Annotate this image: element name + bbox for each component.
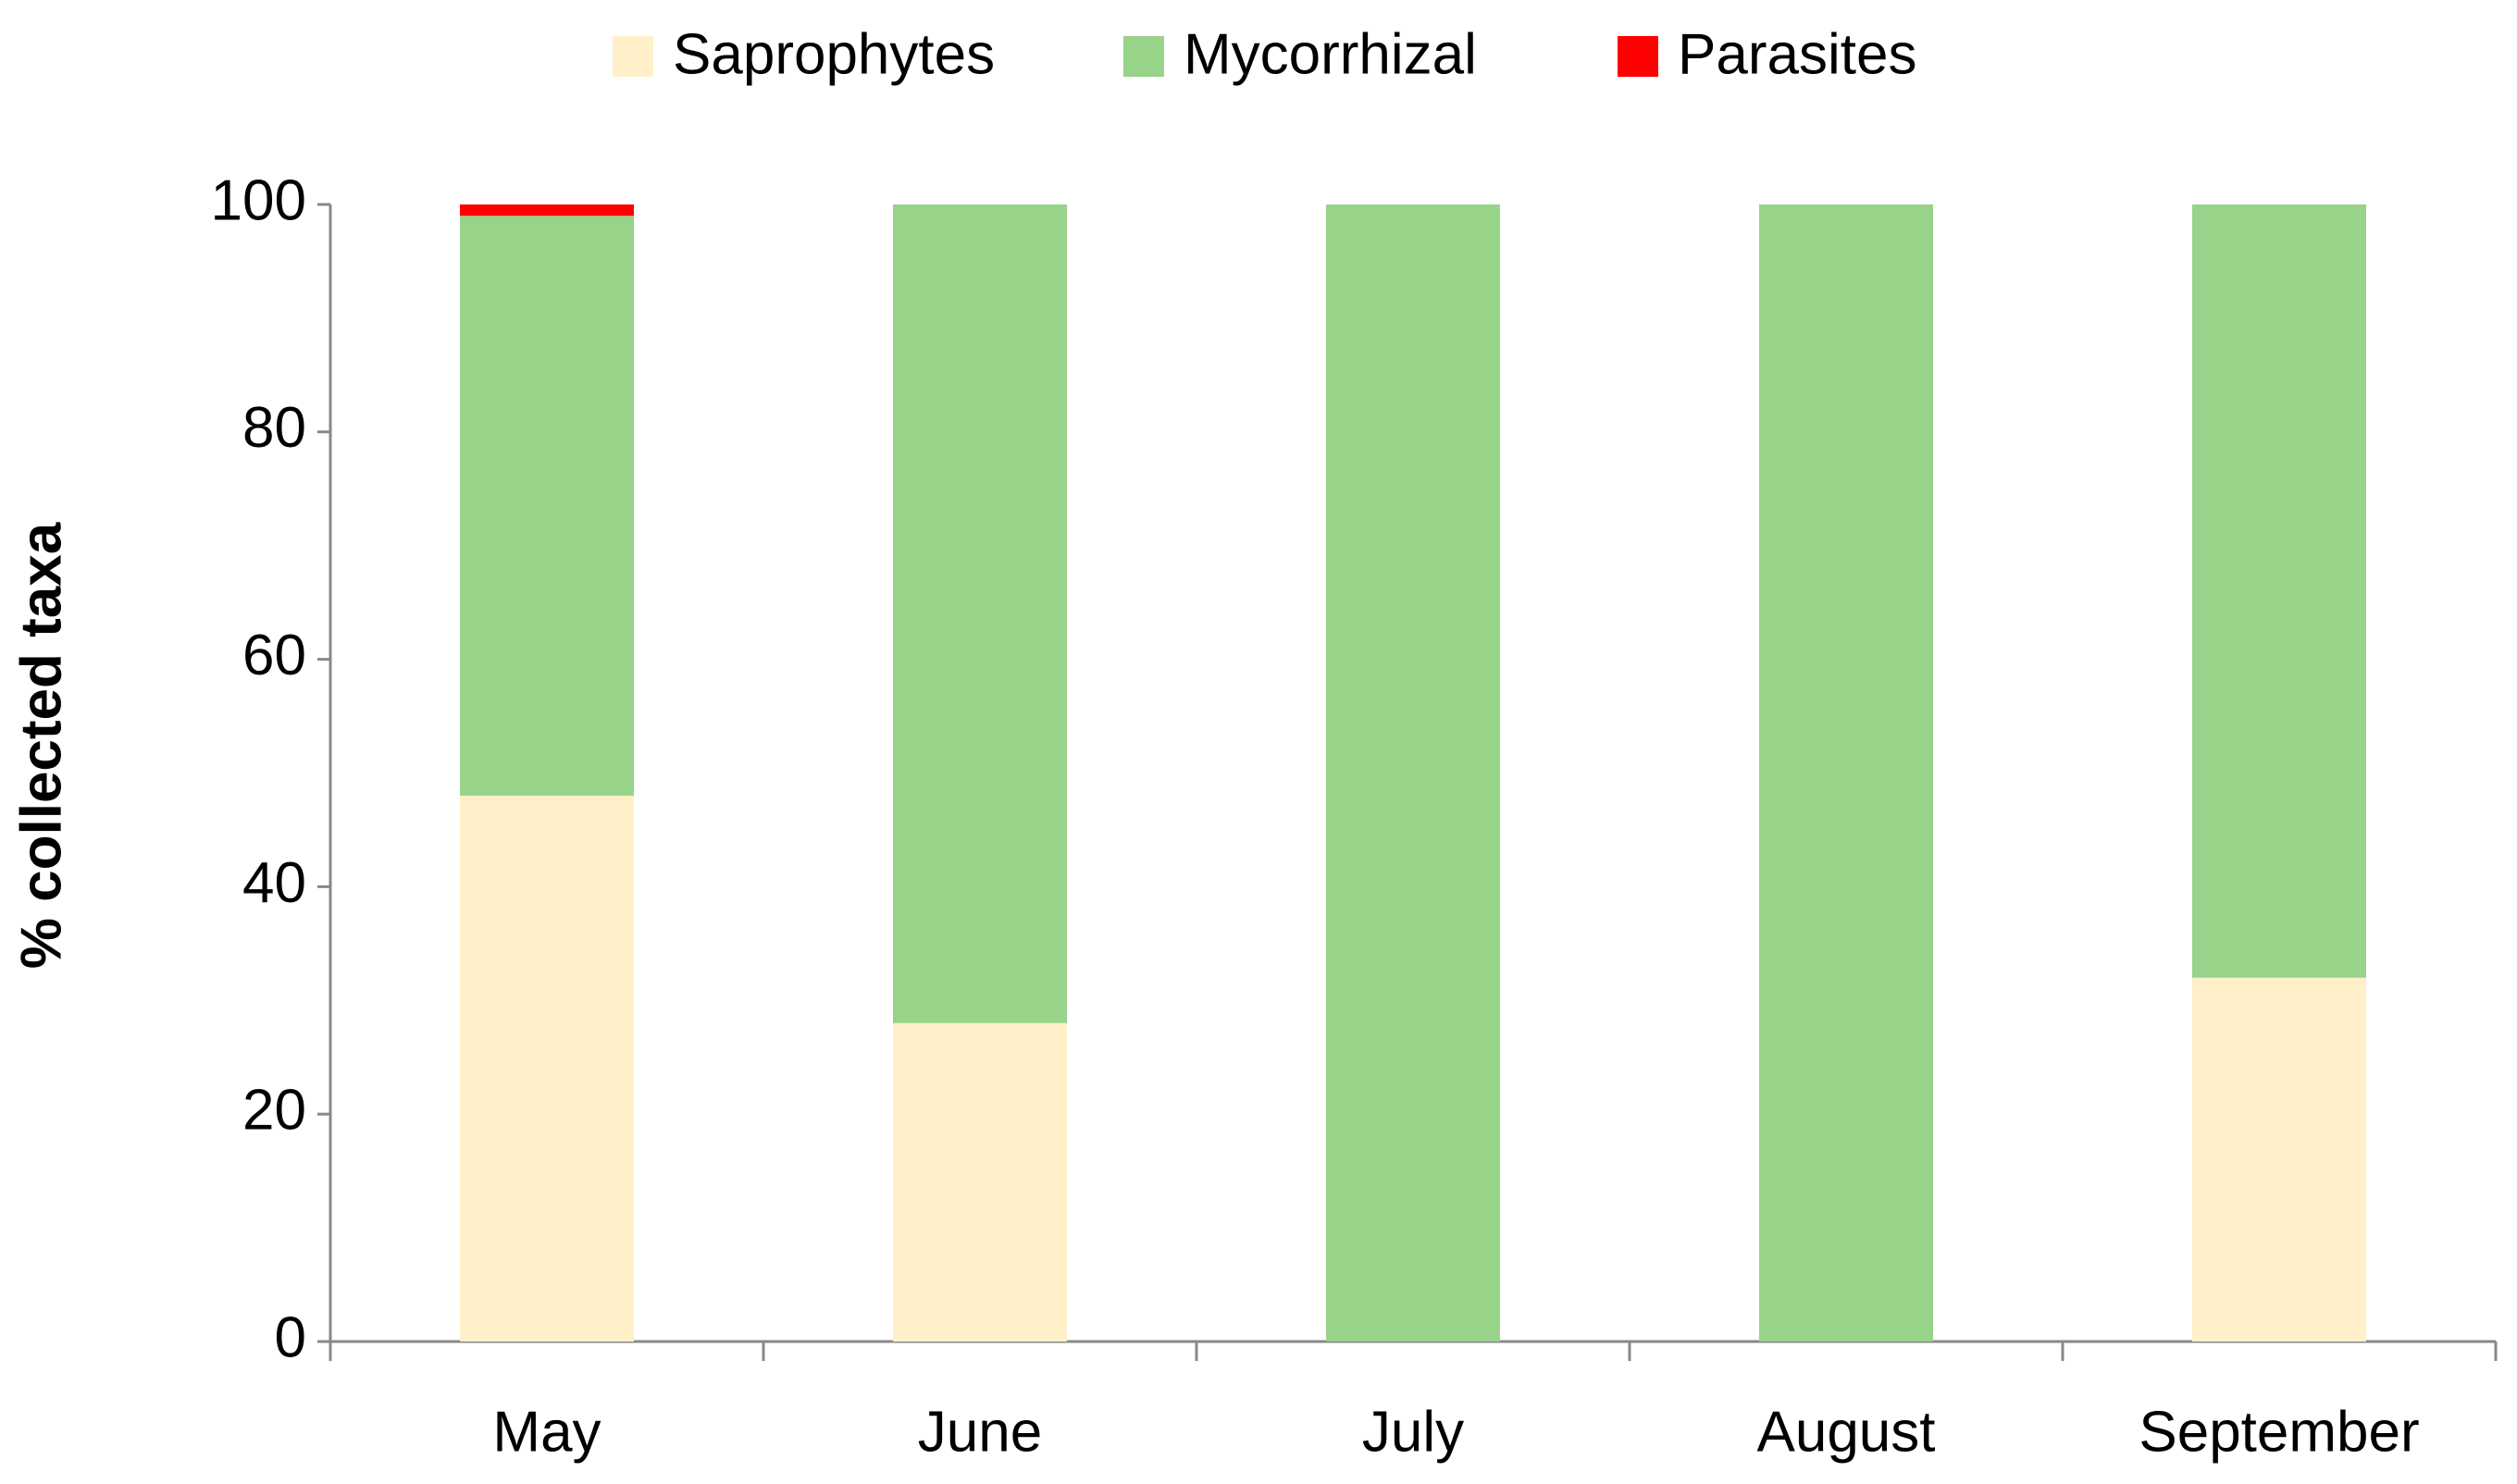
x-tick-label: June bbox=[918, 1400, 1042, 1464]
bar-segment bbox=[893, 204, 1067, 1023]
legend-label: Saprophytes bbox=[673, 22, 995, 86]
x-tick-label: August bbox=[1756, 1400, 1935, 1464]
y-axis-title: % collected taxa bbox=[9, 522, 73, 969]
bar-segment bbox=[1759, 204, 1933, 1342]
bar-segment bbox=[460, 796, 634, 1342]
x-tick-label: July bbox=[1362, 1400, 1464, 1464]
y-tick-label: 20 bbox=[242, 1079, 306, 1143]
legend-swatch bbox=[1123, 36, 1164, 77]
y-tick-label: 60 bbox=[242, 624, 306, 687]
x-tick-label: May bbox=[492, 1400, 601, 1464]
y-tick-label: 80 bbox=[242, 396, 306, 460]
bar-segment bbox=[893, 1022, 1067, 1342]
bar-segment bbox=[460, 204, 634, 216]
y-tick-label: 0 bbox=[275, 1305, 306, 1369]
legend-swatch bbox=[1618, 36, 1658, 77]
y-tick-label: 100 bbox=[211, 168, 306, 232]
bar-segment bbox=[460, 216, 634, 797]
bar-segment bbox=[1326, 204, 1500, 1342]
legend-label: Parasites bbox=[1678, 22, 1916, 86]
bar-segment bbox=[2192, 204, 2366, 978]
legend-label: Mycorrhizal bbox=[1184, 22, 1477, 86]
bar-segment bbox=[2192, 977, 2366, 1342]
legend-swatch bbox=[613, 36, 653, 77]
y-tick-label: 40 bbox=[242, 851, 306, 915]
x-tick-label: September bbox=[2139, 1400, 2419, 1464]
